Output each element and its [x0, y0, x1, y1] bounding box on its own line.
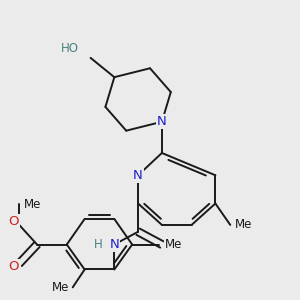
- Text: N: N: [133, 169, 143, 182]
- Text: Me: Me: [52, 281, 70, 294]
- Text: N: N: [110, 238, 119, 251]
- Text: Me: Me: [235, 218, 252, 231]
- Text: O: O: [166, 238, 176, 251]
- Text: H: H: [94, 238, 102, 251]
- Text: N: N: [157, 115, 167, 128]
- Text: O: O: [8, 260, 19, 273]
- Text: Me: Me: [165, 238, 182, 251]
- Text: HO: HO: [61, 42, 79, 56]
- Text: O: O: [8, 215, 19, 228]
- Text: Me: Me: [24, 198, 41, 211]
